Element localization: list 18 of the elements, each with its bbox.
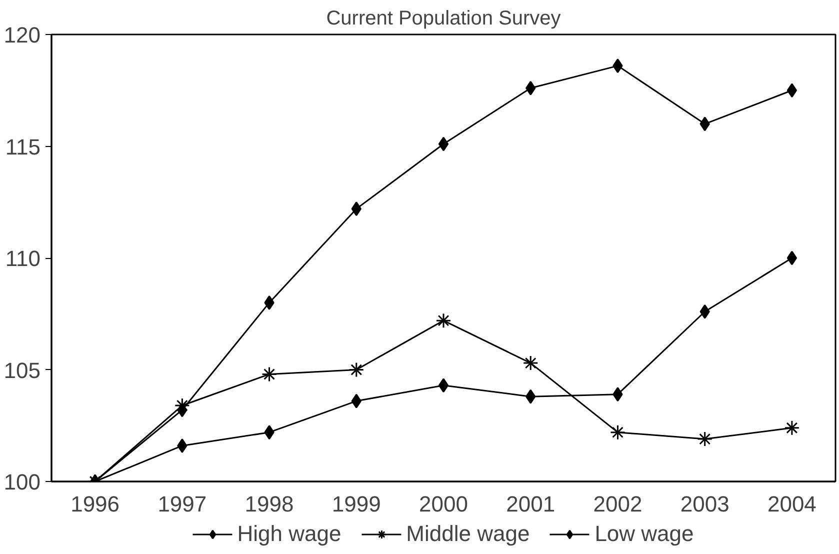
legend-label: High wage xyxy=(237,521,342,547)
x-tick-label: 2002 xyxy=(593,492,642,516)
y-tick-label: 115 xyxy=(5,134,41,160)
y-tick-label: 105 xyxy=(4,358,41,383)
y-tick-label: 120 xyxy=(4,22,41,48)
y-tick-label: 100 xyxy=(4,470,41,494)
x-tick-label: 1999 xyxy=(332,492,381,516)
chart-title: Current Population Survey xyxy=(326,8,561,30)
x-tick-label: 2004 xyxy=(767,492,816,516)
x-tick-label: 1997 xyxy=(158,492,207,516)
x-tick-label: 2003 xyxy=(680,492,730,516)
legend-label: Low wage xyxy=(594,521,694,547)
x-tick-label: 1996 xyxy=(70,492,120,516)
x-tick-label: 2001 xyxy=(506,492,556,516)
y-tick-label: 110 xyxy=(5,246,41,271)
x-tick-label: 1998 xyxy=(244,492,294,516)
legend-label: Middle wage xyxy=(406,521,530,547)
x-tick-label: 2000 xyxy=(419,492,468,516)
